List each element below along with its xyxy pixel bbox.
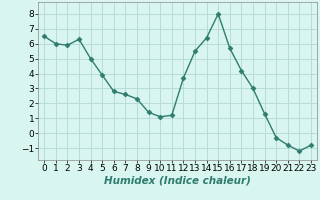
X-axis label: Humidex (Indice chaleur): Humidex (Indice chaleur) [104, 176, 251, 186]
